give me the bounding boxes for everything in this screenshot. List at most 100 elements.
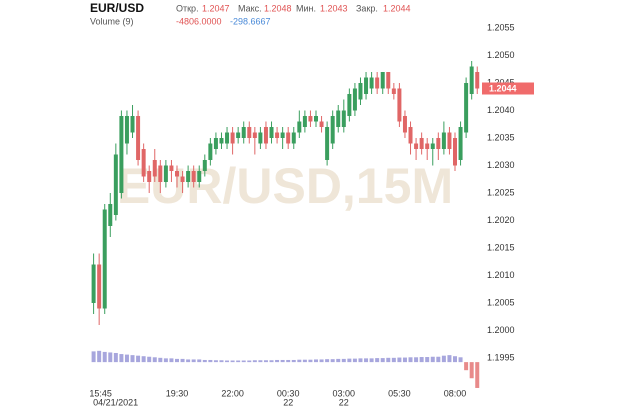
- volume-bar: [453, 356, 457, 363]
- candle-body: [186, 171, 191, 182]
- candle-body: [91, 264, 96, 303]
- volume-bar: [352, 358, 357, 363]
- candle-body: [330, 116, 335, 144]
- x-tick-label: 19:30: [166, 388, 189, 398]
- candle-body: [241, 127, 246, 138]
- volume-bar: [330, 359, 335, 363]
- volume-bar: [341, 358, 346, 363]
- candle-body: [325, 127, 330, 160]
- volume-bar: [425, 357, 430, 363]
- volume-bar: [386, 357, 391, 363]
- candle-body: [397, 88, 402, 122]
- volume-bar: [152, 357, 157, 363]
- volume-bar: [252, 360, 257, 363]
- x-date-label: 22: [339, 397, 349, 407]
- volume-bar: [269, 360, 274, 363]
- candle-body: [258, 132, 263, 144]
- candle-body: [141, 149, 146, 177]
- candle-body: [475, 72, 480, 89]
- candle-body: [286, 132, 291, 144]
- volume-bar: [91, 351, 96, 363]
- y-tick-label: 1.2050: [487, 50, 515, 60]
- low-value: 1.2043: [320, 3, 348, 13]
- volume-bar: [402, 357, 407, 363]
- high-label: Макс.: [238, 3, 262, 13]
- candle-body: [402, 116, 407, 133]
- candle-body: [219, 138, 224, 144]
- volume-bar: [208, 359, 213, 363]
- candle-body: [152, 160, 157, 177]
- volume-bar: [241, 360, 246, 363]
- candle-body: [213, 138, 218, 149]
- candle-body: [308, 116, 313, 122]
- x-tick-label: 22:00: [221, 388, 244, 398]
- volume-bar: [441, 355, 446, 363]
- candle-body: [352, 88, 357, 111]
- volume-bar: [136, 355, 141, 363]
- x-tick-label: 05:30: [388, 388, 411, 398]
- candle-body: [380, 72, 385, 89]
- candle-body: [314, 116, 318, 122]
- candle-body: [136, 116, 141, 160]
- candle-body: [197, 171, 202, 182]
- candle-body: [180, 176, 185, 182]
- y-tick-label: 1.1995: [487, 352, 515, 362]
- volume-bar: [286, 359, 291, 363]
- candle-body: [158, 165, 163, 182]
- candle-body: [464, 83, 469, 133]
- candle-body: [169, 165, 174, 171]
- volume-bar: [391, 357, 396, 363]
- volume-bar: [469, 362, 474, 379]
- candle-body: [364, 77, 369, 94]
- volume-bar: [102, 351, 107, 363]
- candle-body: [408, 127, 413, 144]
- candle-body: [458, 127, 463, 160]
- volume-bar: [130, 355, 135, 363]
- volume-bar: [175, 358, 179, 363]
- x-date-label: 04/21/2021: [93, 397, 138, 407]
- volume-bar: [180, 358, 185, 363]
- volume-bar: [297, 359, 302, 363]
- candle-body: [430, 143, 435, 149]
- x-tick-label: 08:00: [444, 388, 467, 398]
- candle-body: [441, 132, 446, 149]
- y-tick-label: 1.2005: [487, 297, 515, 307]
- volume-bar: [408, 357, 413, 363]
- volume-bar: [258, 360, 263, 363]
- x-tick-label: 03:00: [333, 388, 356, 398]
- volume-bar: [464, 362, 469, 371]
- y-tick-label: 1.2030: [487, 160, 515, 170]
- volume-bar: [336, 358, 341, 363]
- volume-bar: [436, 356, 441, 363]
- volume-bar: [347, 358, 352, 363]
- volume-bar: [302, 359, 307, 363]
- volume-bar: [169, 358, 174, 363]
- volume-bar: [369, 358, 374, 363]
- volume-bar: [414, 357, 419, 363]
- candle-body: [208, 143, 213, 160]
- close-label: Закр.: [356, 3, 378, 13]
- y-tick-label: 1.2010: [487, 270, 515, 280]
- candle-body: [414, 143, 419, 149]
- candle-body: [113, 154, 118, 215]
- candle-body: [386, 72, 391, 89]
- candle-body: [119, 116, 124, 193]
- candle-body: [447, 132, 452, 149]
- volume-bar: [397, 357, 402, 363]
- candle-body: [319, 121, 324, 127]
- x-date-label: 22: [283, 397, 293, 407]
- volume-bar: [186, 359, 191, 363]
- candle-body: [453, 138, 457, 166]
- candle-body: [469, 66, 474, 94]
- candle-body: [175, 171, 179, 177]
- candle-body: [269, 127, 274, 138]
- candle-body: [263, 127, 268, 144]
- candle-body: [280, 132, 285, 138]
- candle-body: [369, 77, 374, 89]
- volume-bar: [108, 352, 113, 363]
- volume-bar: [202, 359, 207, 363]
- volume-label: Volume (9): [90, 16, 134, 26]
- candle-body: [236, 132, 241, 138]
- volume-bar: [314, 359, 318, 363]
- candle-body: [124, 116, 129, 144]
